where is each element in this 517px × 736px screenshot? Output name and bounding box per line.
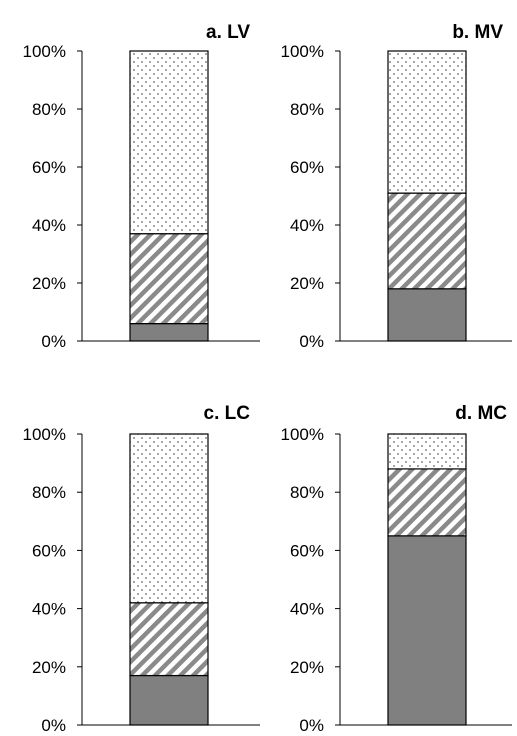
bar-segment-diagonal-hatch bbox=[387, 192, 467, 290]
y-tick-label: 20% bbox=[32, 274, 66, 293]
y-tick-label: 60% bbox=[32, 158, 66, 177]
chart-panel-4: d. MC 0% 20% 40% 60% 80% 100% bbox=[281, 403, 512, 735]
chart-title: b. MV bbox=[452, 22, 503, 43]
y-tick-label: 40% bbox=[290, 216, 324, 235]
chart-title: a. LV bbox=[206, 22, 250, 43]
y-tick-label: 20% bbox=[290, 658, 324, 677]
y-tick-label: 20% bbox=[32, 658, 66, 677]
bar-segment-diagonal-hatch bbox=[129, 602, 209, 677]
y-tick-label: 80% bbox=[32, 483, 66, 502]
chart-title: c. LC bbox=[204, 403, 251, 424]
bar-segment-diagonal-hatch bbox=[387, 468, 467, 537]
chart-title: d. MC bbox=[455, 403, 507, 424]
y-tick-label: 100% bbox=[23, 425, 66, 444]
y-tick-label: 60% bbox=[290, 158, 324, 177]
y-tick-label: 0% bbox=[299, 332, 324, 351]
y-tick-label: 40% bbox=[32, 216, 66, 235]
y-tick-label: 100% bbox=[23, 42, 66, 61]
y-tick-label: 60% bbox=[290, 541, 324, 560]
bar-segment-dotted bbox=[129, 50, 209, 235]
y-tick-label: 80% bbox=[290, 483, 324, 502]
bar-segment-solid-gray bbox=[129, 323, 209, 342]
y-tick-label: 0% bbox=[41, 332, 66, 351]
chart-panel-2: b. MV 0% 20% 40% 60% 80% 100% bbox=[281, 22, 512, 351]
chart-panel-1: a. LV 0% 20% 40% 60% 80% 100% bbox=[23, 22, 260, 351]
y-tick-label: 80% bbox=[290, 100, 324, 119]
bar-segment-diagonal-hatch bbox=[129, 233, 209, 325]
y-tick-label: 100% bbox=[281, 425, 324, 444]
y-tick-label: 100% bbox=[281, 42, 324, 61]
y-tick-label: 60% bbox=[32, 541, 66, 560]
bar-segment-dotted bbox=[387, 433, 467, 470]
y-tick-label: 80% bbox=[32, 100, 66, 119]
bar-segment-solid-gray bbox=[129, 674, 209, 726]
bar-segment-solid-gray bbox=[387, 288, 467, 342]
bar-segment-dotted bbox=[387, 50, 467, 194]
y-tick-label: 40% bbox=[32, 600, 66, 619]
y-tick-label: 20% bbox=[290, 274, 324, 293]
y-tick-label: 0% bbox=[299, 716, 324, 735]
bar-segment-dotted bbox=[129, 433, 209, 604]
y-tick-label: 0% bbox=[41, 716, 66, 735]
y-tick-label: 40% bbox=[290, 600, 324, 619]
chart-panel-3: c. LC 0% 20% 40% 60% 80% 100% bbox=[23, 403, 260, 735]
bar-segment-solid-gray bbox=[387, 535, 467, 726]
